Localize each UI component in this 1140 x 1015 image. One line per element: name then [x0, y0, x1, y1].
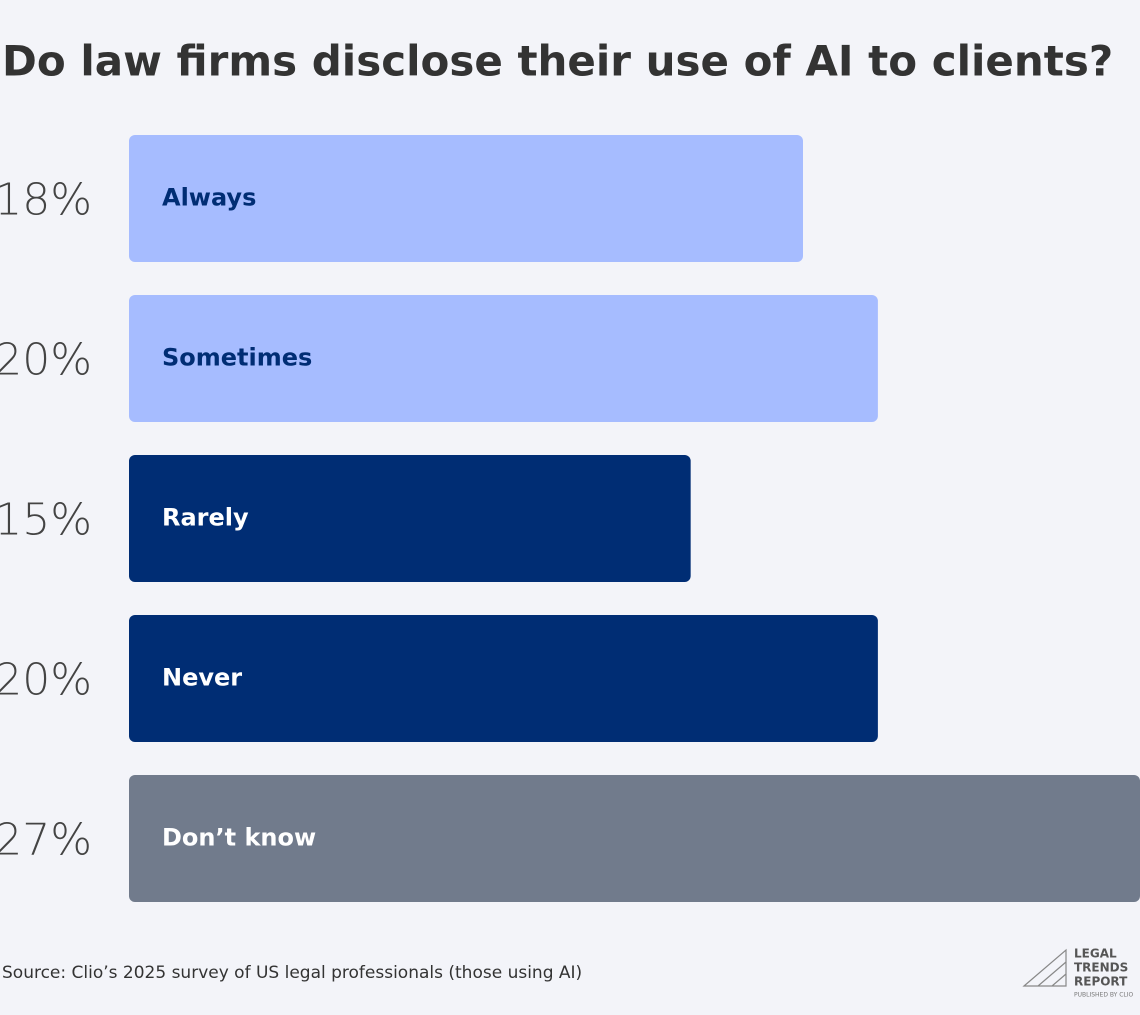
- bar-category-label: Don’t know: [162, 824, 316, 852]
- bar: [129, 455, 691, 582]
- value-label: 18%: [0, 175, 92, 226]
- logo-text: LEGAL: [1074, 947, 1117, 961]
- bar: [129, 775, 1140, 902]
- bar: [129, 295, 878, 422]
- bar: [129, 135, 803, 262]
- source-note: Source: Clio’s 2025 survey of US legal p…: [2, 963, 582, 983]
- value-label: 15%: [0, 495, 92, 546]
- bar: [129, 615, 878, 742]
- logo-mark: [1022, 948, 1067, 987]
- bar-category-label: Sometimes: [162, 344, 312, 372]
- logo-publisher: PUBLISHED BY CLIO: [1074, 992, 1134, 999]
- logo: LEGAL TRENDS REPORT PUBLISHED BY CLIO: [1022, 947, 1134, 999]
- chart-title: Do law firms disclose their use of AI to…: [2, 37, 1113, 86]
- logo-text: REPORT: [1074, 975, 1128, 989]
- value-label: 27%: [0, 815, 92, 866]
- value-label: 20%: [0, 335, 92, 386]
- bar-category-label: Rarely: [162, 504, 249, 532]
- bar-category-label: Never: [162, 664, 242, 692]
- logo-text: TRENDS: [1074, 961, 1128, 975]
- bar-category-label: Always: [162, 184, 256, 212]
- value-label: 20%: [0, 655, 92, 706]
